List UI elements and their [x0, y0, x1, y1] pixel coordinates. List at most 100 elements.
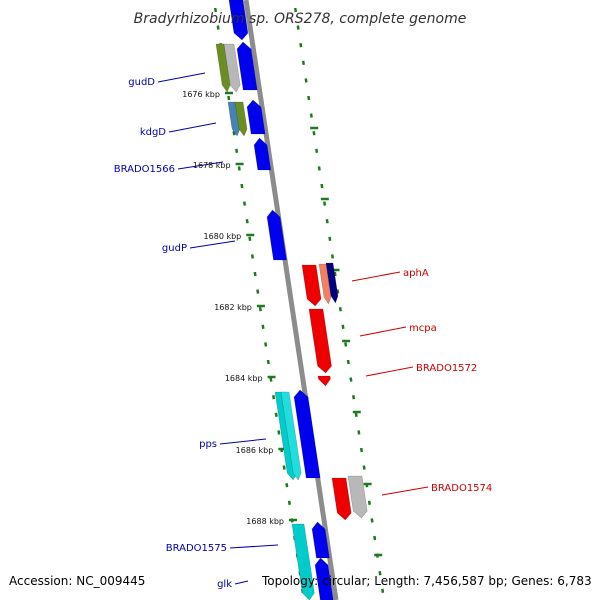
gene-arrow-gray — [347, 475, 368, 519]
accession-text: Accession: NC_009445 — [9, 574, 146, 588]
scale-label: 1678 kbp — [193, 161, 231, 170]
tick-minor — [312, 131, 316, 136]
tick-minor — [213, 7, 218, 13]
leader-line — [359, 326, 407, 337]
gene-label-mcpa: mcpa — [409, 323, 437, 334]
gene-arrow-mcpa — [308, 308, 332, 374]
tick-minor — [378, 571, 382, 576]
tick-minor — [264, 342, 268, 347]
tick-minor — [328, 236, 332, 241]
gene-label-BRADO1572: BRADO1572 — [416, 363, 477, 374]
tick-minor — [250, 254, 254, 259]
gene-label-kdgD: kdgD — [140, 127, 166, 138]
tick-minor — [341, 324, 345, 329]
label-leaders — [157, 72, 429, 585]
gene-arrow-BRADO1566 — [253, 137, 272, 171]
tick-minor — [381, 588, 385, 593]
gene-arrow-navy — [325, 262, 339, 304]
tick-minor — [373, 535, 377, 541]
tick-minor — [227, 95, 231, 101]
gene-arrow-BRADO1574 — [331, 477, 352, 521]
tick-minor — [367, 500, 371, 505]
gene-arrow-gudP — [266, 209, 287, 261]
tick-minor — [325, 219, 329, 224]
tick-minor — [256, 289, 260, 294]
scale-label: 1676 kbp — [182, 90, 220, 99]
tick-minor — [282, 465, 286, 470]
tick-minor — [323, 201, 327, 206]
tick-minor — [248, 236, 252, 241]
tick-minor — [285, 483, 289, 488]
tick-minor — [269, 377, 273, 382]
gene-arrow-blue — [246, 99, 266, 135]
gene-arrow-BRADO1575 — [291, 523, 315, 600]
gene-labels: gudD kdgD BRADO1566 gudP pps BRADO1575 glk aphA… — [114, 77, 493, 590]
scale-label: 1682 kbp — [214, 303, 252, 312]
tick-minor — [237, 166, 241, 171]
tick-minor — [258, 307, 262, 312]
tick-minor — [349, 377, 353, 382]
tick-minor — [354, 412, 358, 417]
leader-line — [365, 366, 414, 377]
leader-line — [234, 580, 249, 585]
leader-line — [351, 271, 401, 282]
tick-minor — [243, 201, 247, 206]
tick-minor — [261, 324, 265, 329]
leader-line — [219, 438, 267, 445]
tick-minor — [296, 25, 300, 30]
gene-arrow-blue — [236, 41, 258, 91]
gene-label-gudD: gudD — [128, 77, 155, 88]
tick-minor — [315, 148, 319, 153]
tick-minor — [216, 25, 220, 30]
tick-minor — [357, 430, 361, 435]
gene-arrow-blue — [228, 0, 249, 41]
tick-minor — [307, 95, 311, 101]
tick-minor — [235, 148, 239, 153]
gene-arrow-blue — [311, 521, 330, 559]
tick-minor — [272, 395, 276, 400]
tick-minor — [344, 342, 348, 347]
tick-minor — [277, 430, 281, 435]
leader-line — [168, 122, 217, 133]
tick-minor — [253, 271, 257, 277]
tick-minor — [287, 500, 291, 505]
gene-label-BRADO1566: BRADO1566 — [114, 164, 175, 175]
tick-minor — [304, 78, 308, 83]
tick-minor — [336, 289, 340, 294]
gene-label-gudP: gudP — [162, 243, 187, 254]
scale-labels: 1676 kbp 1678 kbp 1680 kbp 1682 kbp 1684 kbp… — [182, 90, 284, 526]
tick-minor — [320, 183, 324, 189]
tick-minor — [232, 131, 236, 136]
tick-minor — [359, 447, 364, 453]
topology-text: Topology: circular; Length: 7,456,587 bp… — [262, 574, 592, 588]
genome-backbone — [243, 0, 339, 600]
leader-line — [189, 240, 236, 249]
gene-arrow-aphA — [301, 264, 322, 307]
tick-minor — [299, 43, 303, 48]
scale-label: 1686 kbp — [236, 446, 274, 455]
gene-arrow-cyan — [280, 391, 302, 481]
map-title: Bradyrhizobium sp. ORS278, complete geno… — [134, 11, 467, 27]
tick-minor — [330, 254, 334, 259]
gene-arrow-BRADO1572 — [317, 375, 331, 387]
gene-label-pps: pps — [199, 439, 217, 450]
gene-arrow-glk — [314, 557, 334, 600]
gene-label-BRADO1574: BRADO1574 — [431, 483, 492, 494]
scale-label: 1684 kbp — [225, 374, 263, 383]
tick-minor — [352, 395, 356, 400]
tick-minor — [333, 271, 337, 277]
tick-minor — [309, 113, 313, 118]
tick-minor — [266, 359, 270, 365]
tick-minor — [301, 60, 305, 65]
scale-label: 1688 kbp — [246, 517, 284, 526]
tick-minor — [362, 465, 366, 470]
gene-arrow-salmon — [318, 263, 332, 305]
scale-label: 1680 kbp — [204, 232, 242, 241]
tick-minor — [274, 412, 278, 417]
leader-line — [229, 544, 279, 549]
leader-line — [157, 72, 206, 83]
gene-arrow-gudD — [215, 43, 231, 93]
left-tick-track — [213, 7, 305, 593]
gene-arrow-gray — [223, 43, 241, 93]
gene-label-BRADO1575: BRADO1575 — [166, 543, 227, 554]
